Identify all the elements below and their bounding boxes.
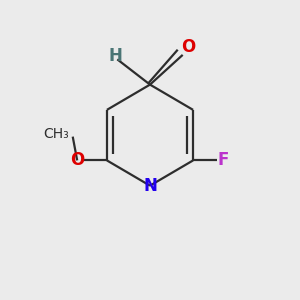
Text: O: O bbox=[70, 152, 84, 169]
Text: O: O bbox=[182, 38, 196, 56]
Text: F: F bbox=[217, 152, 229, 169]
Text: H: H bbox=[109, 47, 123, 65]
Text: N: N bbox=[143, 177, 157, 195]
Text: CH₃: CH₃ bbox=[44, 127, 69, 141]
